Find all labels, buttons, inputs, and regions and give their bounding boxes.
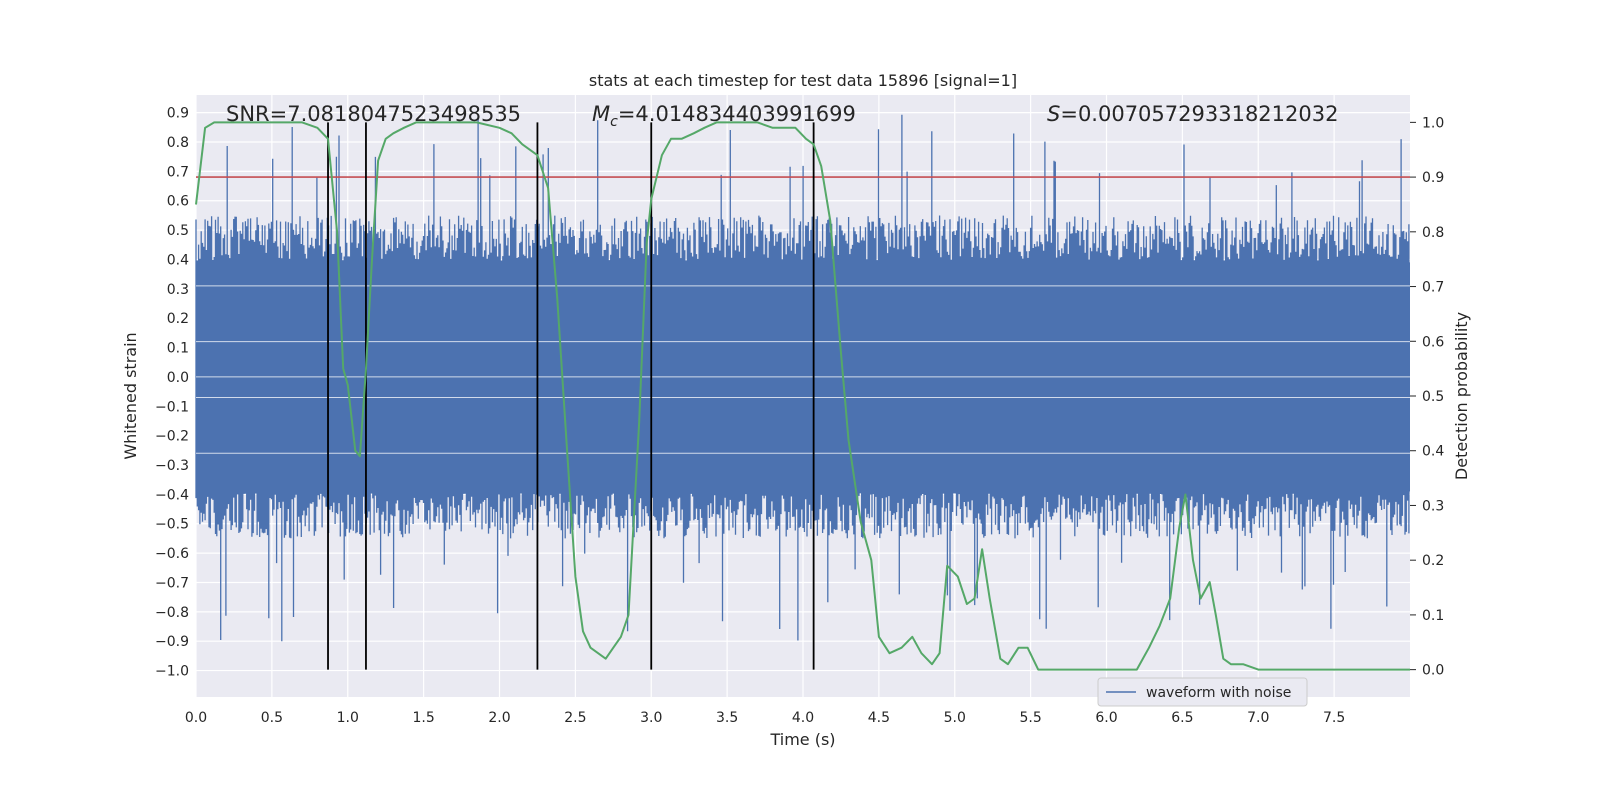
y-tick-label: 0.7 [167,164,189,180]
y-right-tick-label: 1.0 [1422,115,1444,131]
annotation-s: S=0.007057293318212032 [1047,102,1338,126]
x-tick-label: 3.5 [716,710,738,726]
legend-box [1097,677,1308,707]
tick-labels: 0.0 0.5 1.0 1.5 2.0 2.5 3.0 3.5 4.0 4.5 5.0 5.5 6.0 6… [155,106,1444,726]
y-right-tick-label: 0.1 [1422,608,1444,624]
y-tick-label: −1.0 [155,664,189,680]
x-tick-label: 6.5 [1171,710,1193,726]
legend: waveform with noise [1097,677,1308,707]
chart-title: stats at each timestep for test data 158… [589,71,1017,90]
y-tick-label: 0.9 [167,106,189,122]
x-tick-label: 5.0 [944,710,966,726]
y-tick-label: −0.5 [155,517,189,533]
x-tick-label: 2.0 [488,710,510,726]
x-tick-label: 3.0 [640,710,662,726]
waveform-series [195,114,1410,642]
y-tick-label: −0.3 [155,458,189,474]
y-right-tick-label: 0.9 [1422,170,1444,186]
x-tick-label: 1.0 [337,710,359,726]
annotation-s-value: =0.007057293318212032 [1060,102,1338,126]
y-axis-label: Whitened strain [121,332,140,459]
vertical-markers [327,122,815,670]
y-right-tick-label: 0.6 [1422,334,1444,350]
y-tick-label: −0.8 [155,605,189,621]
y-tick-label: 0.2 [167,311,189,327]
x-tick-label: 5.5 [1019,710,1041,726]
annotation-snr: SNR=7.081804752349853​5 [226,102,521,126]
x-tick-label: 2.5 [564,710,586,726]
y-tick-label: −0.2 [155,429,189,445]
x-tick-label: 0.0 [185,710,207,726]
y-right-tick-label: 0.3 [1422,498,1444,514]
y-tick-label: 0.1 [167,341,189,357]
y-tick-label: 0.6 [167,194,189,210]
y-right-tick-label: 0.4 [1422,444,1444,460]
x-tick-label: 4.0 [792,710,814,726]
x-tick-label: 6.0 [1095,710,1117,726]
x-tick-label: 7.0 [1247,710,1269,726]
y-tick-label: −0.7 [155,575,189,591]
x-tick-label: 7.5 [1323,710,1345,726]
y-tick-label: 0.5 [167,223,189,239]
y-right-tick-label: 0.2 [1422,553,1444,569]
annotation-chirp-mass-value: =4.014834403991699 [618,102,856,126]
legend-entry: waveform with noise [1146,685,1291,701]
y-right-tick-label: 0.8 [1422,225,1444,241]
y-right-tick-label: 0.7 [1422,280,1444,296]
x-axis-label: Time (s) [769,730,835,749]
y-right-tick-label: 0.5 [1422,389,1444,405]
y-tick-label: −0.6 [155,546,189,562]
y-tick-label: −0.9 [155,634,189,650]
probability-line [195,121,1410,671]
annotation-chirp-mass-symbol: M [592,102,610,126]
y-tick-label: 0.4 [167,252,189,268]
y-tick-label: −0.4 [155,487,189,503]
x-tick-label: 1.5 [412,710,434,726]
y-right-tick-label: 0.0 [1422,663,1444,679]
probability-series [195,121,1410,671]
x-tick-label: 0.5 [261,710,283,726]
y-axis-right-label: Detection probability [1452,312,1471,480]
x-tick-label: 4.5 [868,710,890,726]
annotation-chirp-mass-subscript: c [610,114,618,130]
y-tick-label: −0.1 [155,399,189,415]
annotation-chirp-mass: Mc=4.014834403991699 [592,102,856,130]
y-tick-label: 0.0 [167,370,189,386]
y-tick-label: 0.3 [167,282,189,298]
annotation-s-symbol: S [1047,102,1060,126]
y-tick-label: 0.8 [167,135,189,151]
